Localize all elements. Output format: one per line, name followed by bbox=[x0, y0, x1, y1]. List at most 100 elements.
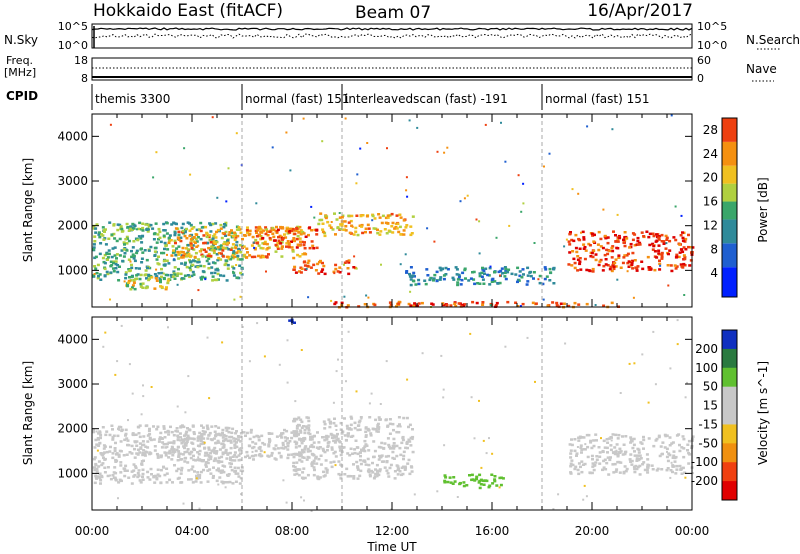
noise-point bbox=[522, 202, 525, 205]
data-cell bbox=[559, 302, 563, 305]
data-cell bbox=[223, 242, 227, 246]
data-cell bbox=[594, 258, 598, 262]
data-cell bbox=[635, 467, 639, 471]
data-cell bbox=[385, 232, 389, 235]
data-cell bbox=[188, 255, 192, 258]
data-cell bbox=[386, 472, 390, 475]
data-cell bbox=[606, 252, 610, 256]
data-cell bbox=[247, 444, 251, 447]
data-cell bbox=[626, 261, 630, 265]
data-cell bbox=[120, 230, 124, 233]
data-cell bbox=[268, 439, 272, 442]
data-cell bbox=[371, 471, 375, 474]
data-cell bbox=[602, 466, 606, 469]
noise-point bbox=[500, 121, 502, 124]
data-cell bbox=[204, 465, 208, 468]
noise-point bbox=[576, 446, 579, 448]
data-cell bbox=[108, 221, 112, 224]
data-cell bbox=[265, 256, 269, 259]
data-cell bbox=[580, 470, 584, 474]
data-cell bbox=[296, 243, 300, 246]
data-cell bbox=[166, 429, 170, 433]
data-cell bbox=[409, 225, 413, 228]
data-cell bbox=[671, 470, 674, 474]
data-cell bbox=[455, 273, 459, 276]
data-cell bbox=[334, 424, 338, 427]
data-cell bbox=[257, 254, 260, 258]
data-cell bbox=[647, 437, 651, 440]
data-cell bbox=[303, 241, 306, 244]
data-cell bbox=[657, 244, 661, 247]
data-cell bbox=[96, 437, 100, 440]
data-cell bbox=[97, 460, 101, 463]
data-cell bbox=[291, 250, 295, 253]
data-cell bbox=[345, 467, 349, 471]
data-cell bbox=[377, 445, 381, 449]
data-cell bbox=[138, 267, 141, 270]
data-cell bbox=[401, 435, 405, 439]
data-cell bbox=[295, 434, 299, 438]
data-cell bbox=[384, 418, 388, 422]
data-cell bbox=[618, 451, 622, 454]
noise-point bbox=[183, 147, 186, 150]
data-cell bbox=[670, 269, 674, 273]
data-cell bbox=[679, 248, 683, 251]
data-cell bbox=[182, 445, 186, 448]
data-cell bbox=[109, 445, 112, 449]
data-cell bbox=[116, 270, 120, 274]
data-cell bbox=[233, 446, 237, 449]
colorbar-tick-label: -100 bbox=[691, 455, 718, 469]
data-cell bbox=[93, 256, 97, 260]
data-cell bbox=[363, 445, 367, 448]
data-cell bbox=[176, 438, 180, 442]
cpid-segment-label: interleavedscan (fast) -191 bbox=[345, 92, 508, 106]
data-cell bbox=[630, 463, 634, 466]
data-cell bbox=[279, 454, 283, 458]
data-cell bbox=[235, 251, 239, 254]
data-cell bbox=[180, 256, 184, 259]
data-cell bbox=[668, 249, 672, 252]
data-cell bbox=[192, 273, 196, 276]
freq-series bbox=[92, 67, 692, 78]
data-cell bbox=[395, 305, 398, 308]
data-cell bbox=[392, 457, 396, 460]
data-cell bbox=[555, 301, 559, 305]
data-cell bbox=[180, 442, 184, 445]
data-cell bbox=[691, 437, 695, 441]
data-cell bbox=[236, 472, 240, 475]
noise-point bbox=[564, 342, 567, 345]
noise-point bbox=[282, 479, 285, 482]
data-cell bbox=[479, 483, 483, 486]
data-cell bbox=[293, 239, 296, 243]
data-cell bbox=[159, 455, 163, 459]
data-cell bbox=[120, 227, 124, 231]
data-cell bbox=[625, 467, 629, 471]
data-cell bbox=[96, 263, 100, 267]
data-cell bbox=[155, 275, 159, 278]
data-cell bbox=[170, 448, 174, 451]
data-cell bbox=[115, 239, 119, 243]
data-cell bbox=[120, 249, 124, 252]
data-cell bbox=[592, 464, 596, 467]
data-cell bbox=[388, 422, 392, 426]
data-cell bbox=[221, 431, 224, 435]
data-cell bbox=[504, 267, 508, 271]
data-cell bbox=[132, 463, 136, 466]
data-cell bbox=[183, 437, 187, 441]
data-cell bbox=[573, 261, 577, 265]
data-cell bbox=[342, 228, 346, 231]
data-cell bbox=[214, 236, 218, 239]
noise-point bbox=[580, 231, 582, 234]
data-cell bbox=[248, 437, 252, 441]
data-cell bbox=[316, 475, 320, 478]
data-cell bbox=[334, 301, 338, 304]
y-tick-label: 3000 bbox=[57, 174, 88, 188]
data-cell bbox=[534, 302, 538, 305]
data-cell bbox=[168, 478, 172, 482]
data-cell bbox=[341, 446, 345, 449]
data-cell bbox=[317, 222, 321, 226]
data-cell bbox=[117, 453, 121, 457]
data-cell bbox=[248, 232, 252, 236]
data-cell bbox=[307, 259, 311, 263]
data-cell bbox=[297, 416, 301, 419]
